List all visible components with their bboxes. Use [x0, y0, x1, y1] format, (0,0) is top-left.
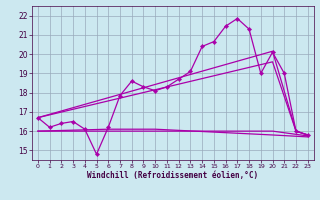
- X-axis label: Windchill (Refroidissement éolien,°C): Windchill (Refroidissement éolien,°C): [87, 171, 258, 180]
